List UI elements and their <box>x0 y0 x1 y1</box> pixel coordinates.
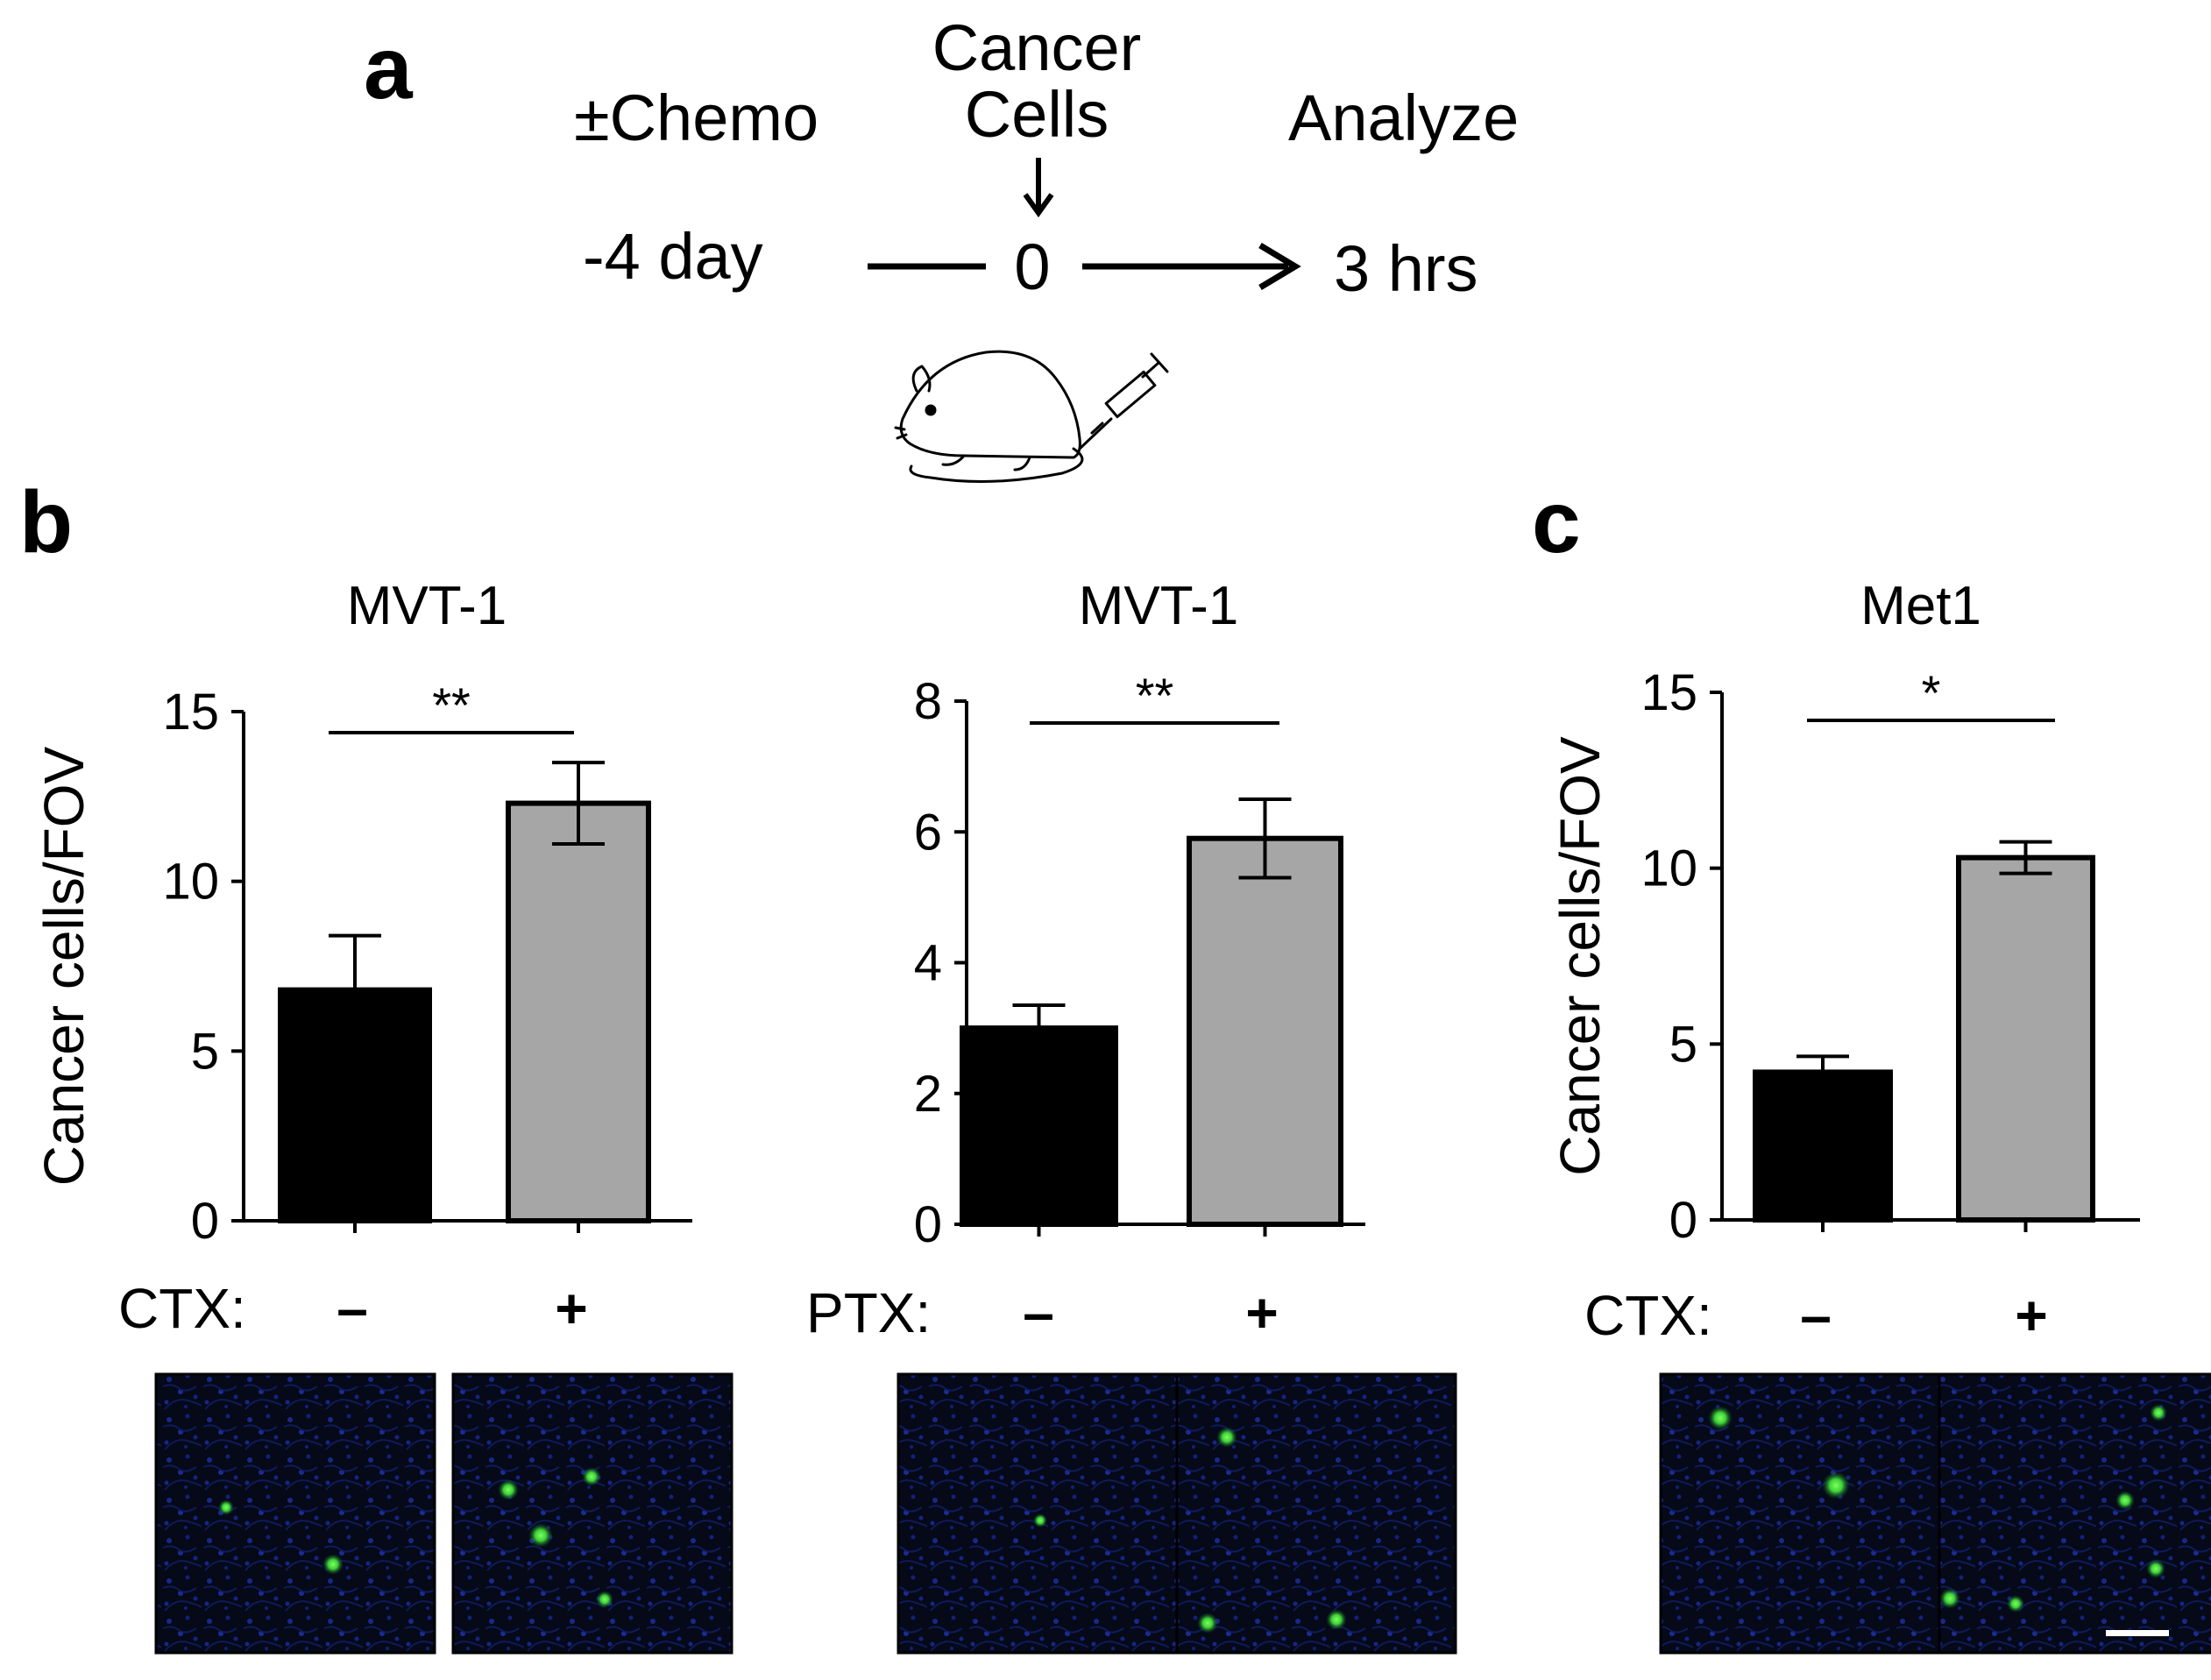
labeled-cell <box>1326 1609 1347 1630</box>
labeled-cell <box>2146 1559 2165 1578</box>
treatment-label: PTX: <box>806 1281 931 1344</box>
category-label: – <box>1800 1284 1832 1347</box>
labeled-cell <box>1216 1427 1237 1448</box>
category-label: + <box>1245 1281 1278 1344</box>
y-tick-label: 0 <box>1669 1192 1697 1249</box>
category-label: – <box>337 1277 368 1340</box>
micrograph-b-ptx-minus <box>896 1372 1179 1655</box>
treatment-label: ±Chemo <box>574 82 818 154</box>
chart-title: Met1 <box>1860 576 1981 636</box>
bar <box>506 800 651 1224</box>
labeled-cell <box>2115 1491 2135 1510</box>
y-tick-label: 5 <box>1669 1016 1697 1073</box>
y-tick-label: 15 <box>1641 664 1697 721</box>
panel-label-b: b <box>19 473 73 571</box>
labeled-cell <box>1939 1588 1960 1609</box>
treatment-label: CTX: <box>118 1277 246 1340</box>
analysis-label: Analyze <box>1288 82 1519 154</box>
labeled-cell <box>596 1591 613 1608</box>
time-zero-label: 0 <box>1014 230 1050 303</box>
y-tick-label: 10 <box>1641 840 1697 897</box>
chart-ctx-met1: Met1 Cancer cells/FOV 0 5 10 15 * CTX: – + <box>1548 576 2140 1347</box>
injection-label-line2: Cells <box>965 78 1109 151</box>
labeled-cell <box>218 1499 234 1515</box>
bar <box>1753 1069 1893 1223</box>
y-tick-label: 6 <box>914 804 942 861</box>
y-tick-label: 5 <box>191 1023 219 1080</box>
mouse-with-syringe-icon <box>894 350 1169 483</box>
bar <box>278 987 432 1223</box>
labeled-cell <box>1033 1513 1047 1528</box>
scale-bar <box>2106 1630 2169 1636</box>
y-axis-label: Cancer cells/FOV <box>1548 736 1612 1176</box>
micrograph-c-ctx-minus <box>1659 1372 1941 1655</box>
labeled-cell <box>1822 1471 1850 1499</box>
labeled-cell <box>1708 1406 1733 1430</box>
significance-marker: ** <box>1136 668 1174 723</box>
labeled-cell <box>528 1523 553 1548</box>
chart-title: MVT-1 <box>347 576 507 636</box>
y-tick-label: 4 <box>914 935 942 992</box>
panel-label-a: a <box>364 19 414 117</box>
labeled-cell <box>582 1467 601 1486</box>
timeline-arrow-head <box>1258 242 1301 291</box>
injection-label-line1: Cancer <box>932 11 1142 84</box>
labeled-cell <box>498 1479 519 1500</box>
y-tick-label: 15 <box>162 684 219 741</box>
significance-marker: ** <box>432 677 471 733</box>
significance-marker: * <box>1922 665 1941 720</box>
micrograph-b-ctx-plus <box>451 1372 733 1655</box>
y-tick-label: 2 <box>914 1066 942 1123</box>
category-label: + <box>555 1277 587 1340</box>
time-start-label: -4 day <box>583 220 763 293</box>
category-label: – <box>1023 1281 1054 1344</box>
panel-label-c: c <box>1532 473 1581 571</box>
chart-ptx-mvt1: MVT-1 0 2 4 6 8 ** PTX: – + <box>806 576 1365 1344</box>
bar <box>1956 854 2095 1223</box>
chart-ctx-mvt1: MVT-1 Cancer cells/FOV 0 5 10 15 ** CTX: – + <box>32 576 692 1340</box>
y-tick-label: 0 <box>191 1193 219 1250</box>
labeled-cell <box>2007 1595 2024 1613</box>
time-end-label: 3 hrs <box>1334 232 1478 305</box>
labeled-cell <box>2150 1404 2167 1421</box>
labeled-cell <box>322 1554 344 1575</box>
timeline: ±Chemo Cancer Cells Analyze -4 day 0 3 h… <box>574 11 1519 305</box>
y-tick-label: 0 <box>914 1196 942 1253</box>
micrograph-b-ctx-minus <box>154 1372 436 1655</box>
category-label: + <box>2015 1284 2047 1347</box>
micrograph-c-ctx-plus <box>1938 1372 2211 1655</box>
chart-title: MVT-1 <box>1079 576 1239 636</box>
bar <box>960 1025 1118 1227</box>
treatment-label: CTX: <box>1584 1284 1712 1347</box>
down-arrow-head <box>1023 193 1054 218</box>
micrograph-b-ptx-plus <box>1175 1372 1457 1655</box>
bar <box>1187 835 1343 1228</box>
y-tick-label: 8 <box>914 673 942 730</box>
microscopy-images <box>154 1372 2211 1655</box>
labeled-cell <box>1197 1613 1218 1634</box>
y-axis-label: Cancer cells/FOV <box>32 746 96 1186</box>
y-tick-label: 10 <box>162 854 219 911</box>
